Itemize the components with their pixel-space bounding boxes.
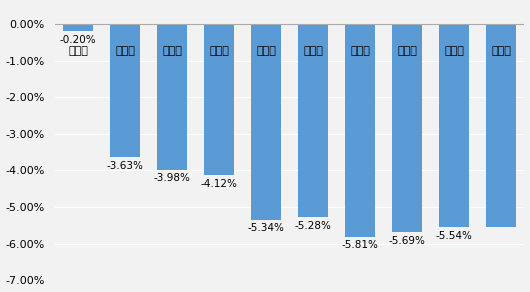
Text: -3.98%: -3.98% <box>154 173 191 183</box>
Text: -4.12%: -4.12% <box>201 178 237 189</box>
Bar <box>110 24 140 157</box>
Text: 第七个: 第七个 <box>350 46 370 56</box>
Text: 第六个: 第六个 <box>303 46 323 56</box>
Text: -5.28%: -5.28% <box>295 221 331 231</box>
Text: 第九个: 第九个 <box>444 46 464 56</box>
Bar <box>251 24 281 220</box>
Bar <box>392 24 422 232</box>
Bar <box>157 24 188 170</box>
Text: 第八个: 第八个 <box>397 46 417 56</box>
Text: 第四个: 第四个 <box>209 46 229 56</box>
Text: -3.63%: -3.63% <box>107 161 144 171</box>
Bar <box>439 24 469 227</box>
Text: 第五个: 第五个 <box>256 46 276 56</box>
Bar <box>344 24 375 237</box>
Text: 第二个: 第二个 <box>115 46 135 56</box>
Bar <box>298 24 328 218</box>
Text: -5.69%: -5.69% <box>388 236 426 246</box>
Bar <box>485 24 516 227</box>
Text: -0.20%: -0.20% <box>60 35 96 45</box>
Bar <box>63 24 93 31</box>
Text: -5.54%: -5.54% <box>436 231 472 241</box>
Bar <box>204 24 234 175</box>
Text: -5.81%: -5.81% <box>341 241 378 251</box>
Text: 第十个: 第十个 <box>491 46 511 56</box>
Text: 第一个: 第一个 <box>68 46 88 56</box>
Text: 第三个: 第三个 <box>162 46 182 56</box>
Text: -5.34%: -5.34% <box>248 223 285 233</box>
